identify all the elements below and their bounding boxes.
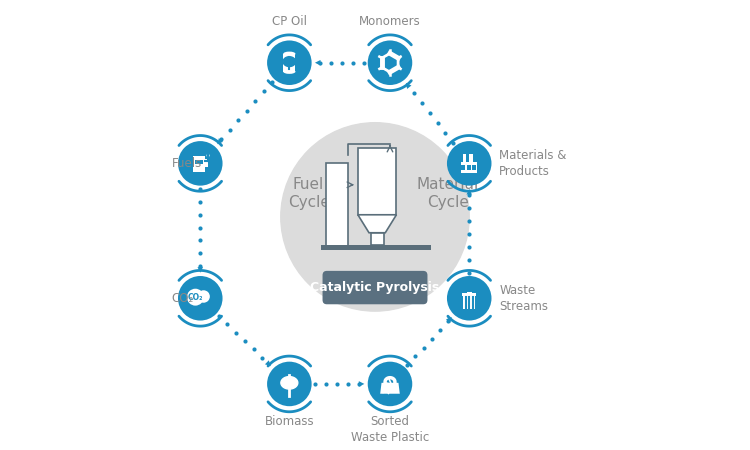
Polygon shape [290,377,298,389]
Bar [284,54,296,72]
Bar [326,163,348,247]
Circle shape [447,141,491,186]
Text: Fuels: Fuels [172,157,202,170]
Text: Materials &
Products: Materials & Products [500,149,566,178]
Text: CO₂: CO₂ [172,292,194,305]
Text: Sorted
Waste Plastic: Sorted Waste Plastic [351,415,429,444]
FancyBboxPatch shape [322,271,428,304]
Bar [195,160,202,164]
Polygon shape [281,377,290,389]
Circle shape [267,40,311,85]
Text: Fuel
Cycle: Fuel Cycle [288,176,329,210]
Polygon shape [283,57,290,67]
Bar [370,233,383,245]
Bar [463,296,476,310]
Circle shape [206,154,209,157]
Bar [461,162,477,173]
Bar [466,292,472,293]
Circle shape [267,362,311,406]
Circle shape [187,289,204,306]
Bar [466,165,471,170]
Circle shape [447,276,491,320]
Polygon shape [380,383,400,394]
Bar [358,148,397,215]
Bar [461,165,466,170]
Bar [322,245,430,250]
Circle shape [178,141,223,186]
Text: Waste
Streams: Waste Streams [500,284,548,313]
Text: Biomass: Biomass [265,415,314,428]
Text: Material
Cycle: Material Cycle [417,176,479,210]
Text: Monomers: Monomers [359,15,421,28]
Circle shape [178,276,223,320]
Text: CO₂: CO₂ [188,292,203,302]
Bar [194,156,205,172]
Bar [463,154,466,162]
Polygon shape [290,57,296,67]
Ellipse shape [284,69,296,74]
Bar [472,165,476,170]
Bar [470,154,472,162]
Ellipse shape [284,52,296,56]
Circle shape [368,40,413,85]
Text: CP Oil: CP Oil [272,15,307,28]
Circle shape [197,290,210,303]
Bar [462,293,476,296]
Circle shape [368,362,413,406]
Polygon shape [358,215,397,233]
Text: Catalytic Pyrolysis: Catalytic Pyrolysis [310,281,440,294]
Circle shape [280,123,470,311]
Bar [205,158,208,167]
